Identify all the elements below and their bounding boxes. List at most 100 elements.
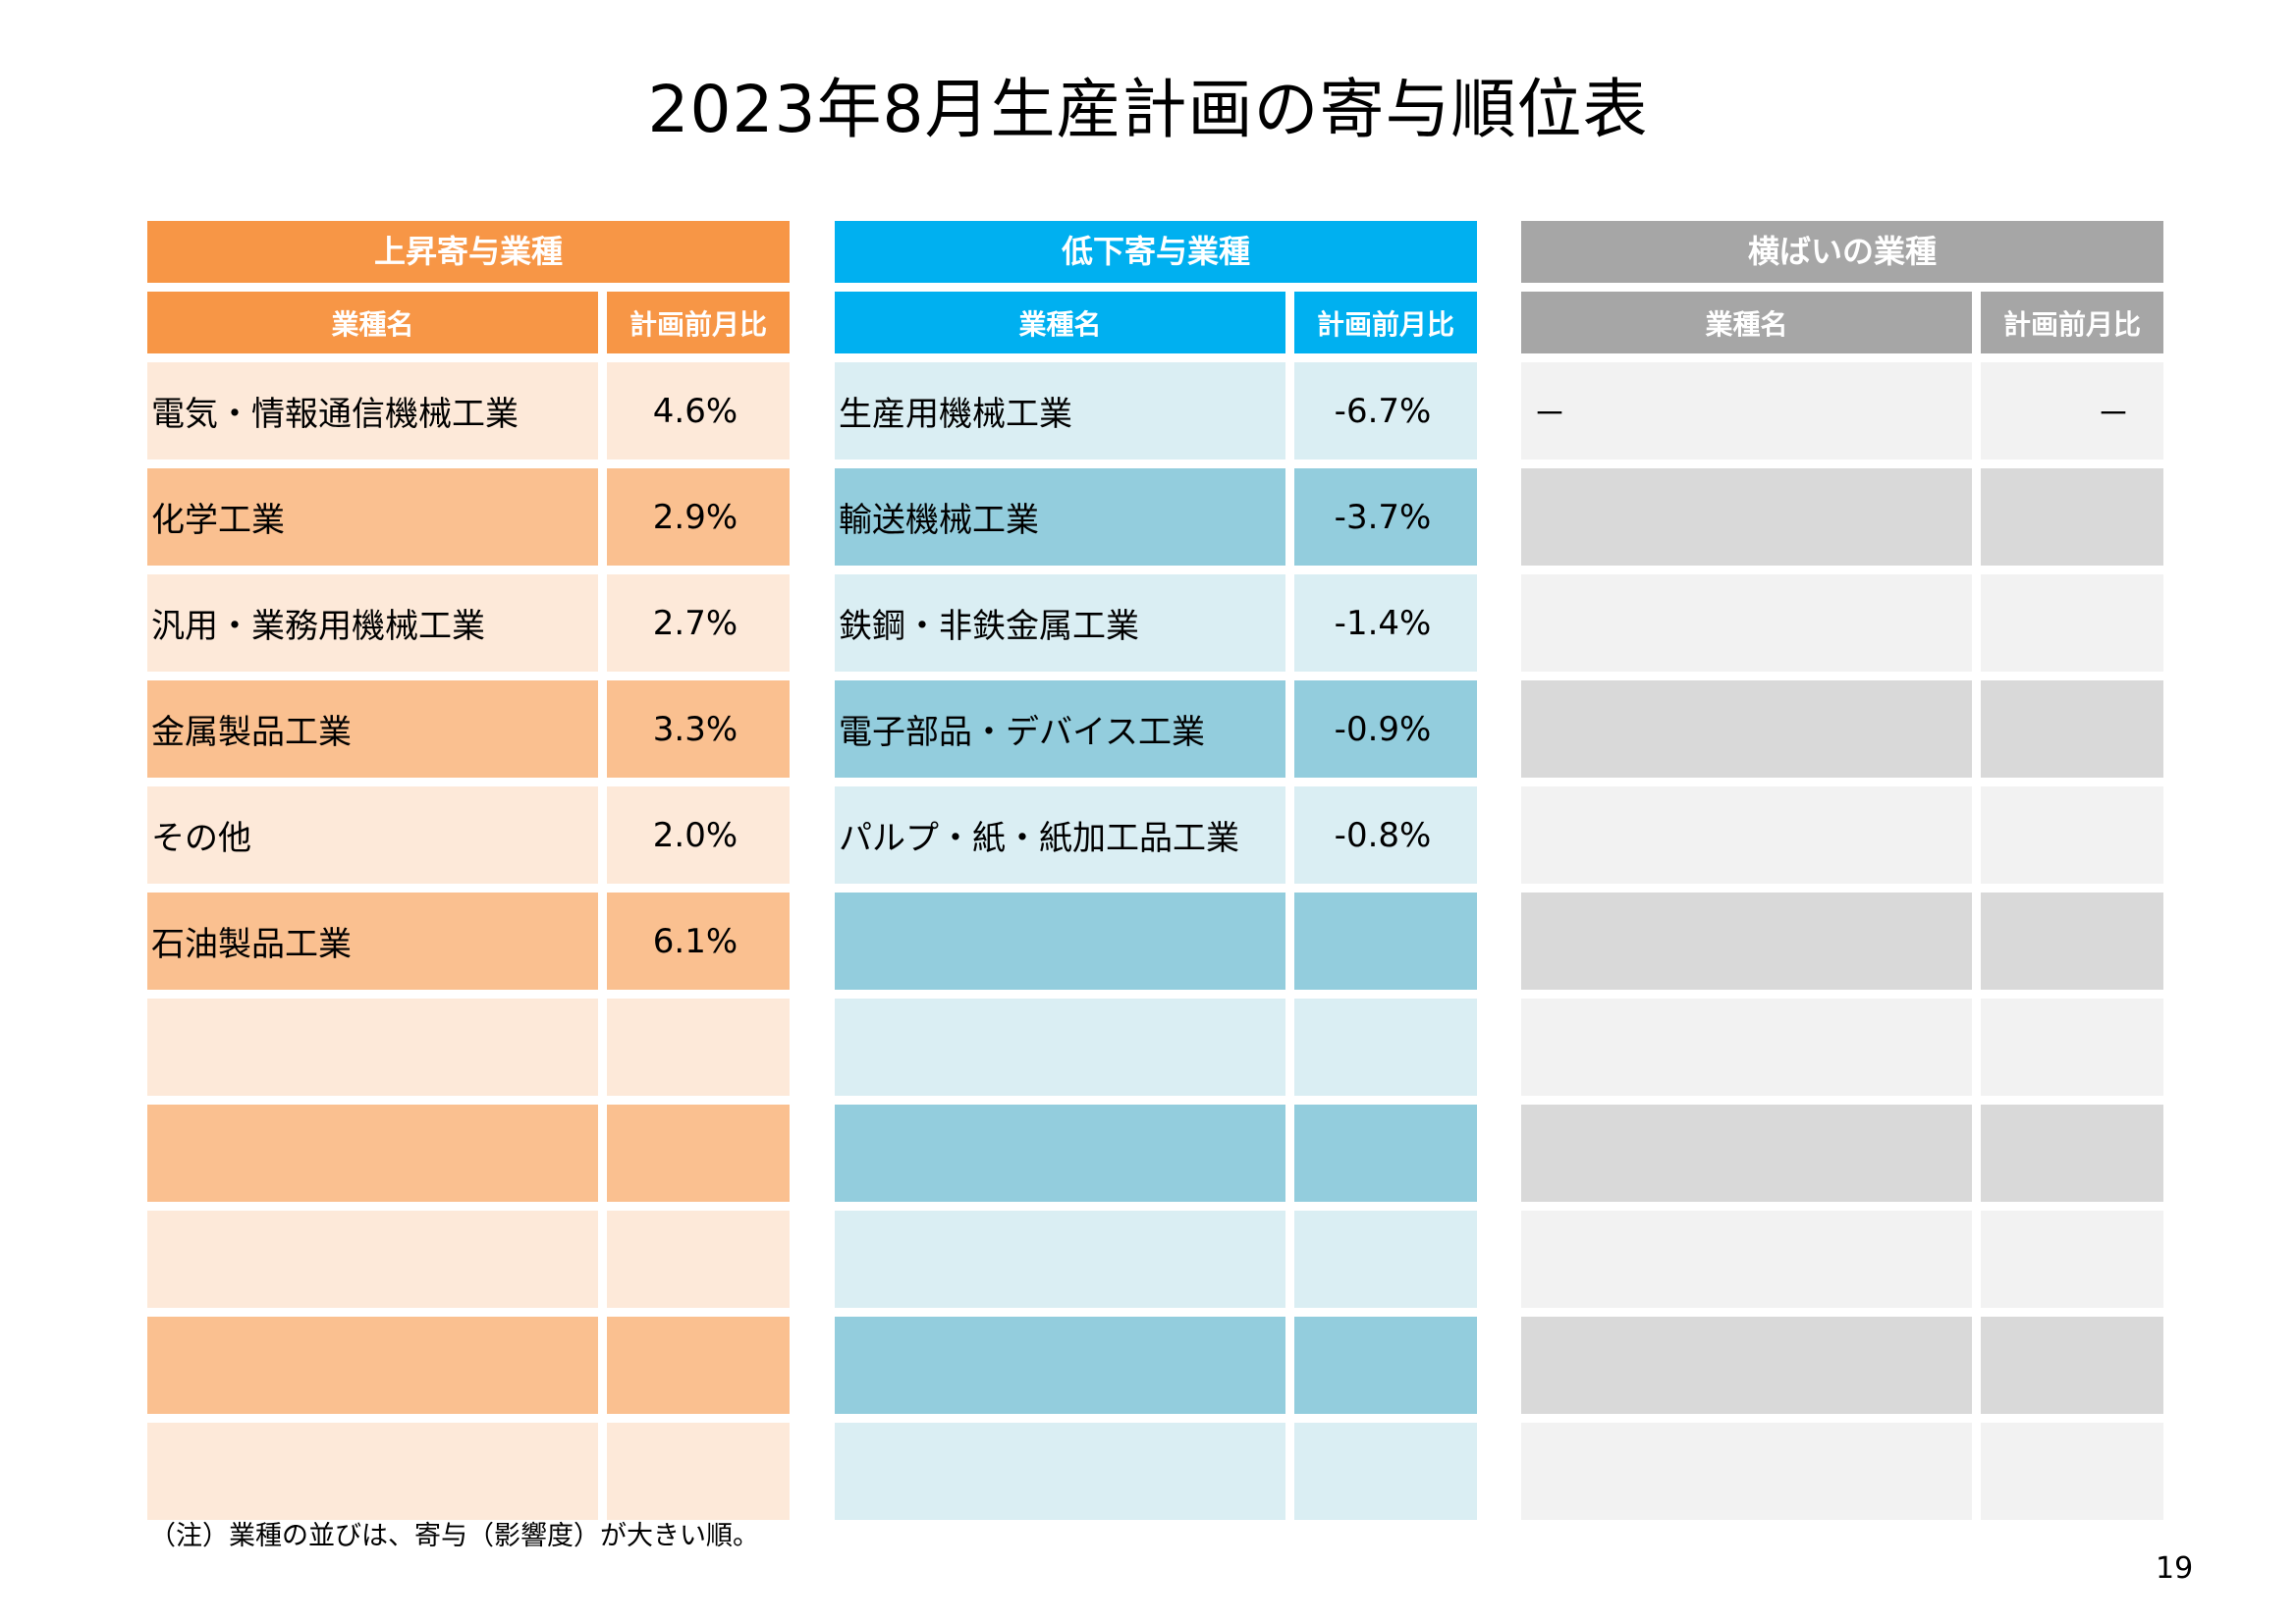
plan-mom-cell: 6.1%: [607, 893, 790, 990]
column-header-industry-name: 業種名: [835, 292, 1285, 353]
table-row: [835, 1211, 1477, 1308]
table-row: [1521, 1317, 2163, 1414]
plan-mom-cell: [1294, 999, 1477, 1096]
table-row: その他 2.0%: [147, 786, 790, 884]
flat-table-header: 横ばいの業種: [1521, 221, 2163, 283]
plan-mom-cell: 3.3%: [607, 680, 790, 778]
plan-mom-cell: [1981, 680, 2163, 778]
column-header-plan-mom: 計画前月比: [1981, 292, 2163, 353]
industry-name-cell: [835, 1105, 1285, 1202]
table-row: [835, 999, 1477, 1096]
industry-name-cell: －: [1521, 362, 1972, 460]
declining-table-header: 低下寄与業種: [835, 221, 1477, 283]
industry-name-cell: [1521, 468, 1972, 566]
table-row: 電子部品・デバイス工業 -0.9%: [835, 680, 1477, 778]
table-row: [1521, 1423, 2163, 1520]
industry-name-cell: [147, 1105, 598, 1202]
industry-name-cell: 電気・情報通信機械工業: [147, 362, 598, 460]
industry-name-cell: [1521, 1423, 1972, 1520]
plan-mom-cell: [1981, 574, 2163, 672]
plan-mom-cell: [1981, 1211, 2163, 1308]
industry-name-cell: その他: [147, 786, 598, 884]
industry-name-cell: [835, 999, 1285, 1096]
plan-mom-cell: [607, 1423, 790, 1520]
plan-mom-cell: 2.7%: [607, 574, 790, 672]
table-row: [147, 999, 790, 1096]
rising-column-header-row: 業種名 計画前月比: [147, 292, 790, 353]
rising-industries-table: 上昇寄与業種 業種名 計画前月比 電気・情報通信機械工業 4.6% 化学工業 2.9%…: [147, 221, 790, 1520]
table-row: [835, 893, 1477, 990]
industry-name-cell: 金属製品工業: [147, 680, 598, 778]
table-row: 輸送機械工業 -3.7%: [835, 468, 1477, 566]
plan-mom-cell: -3.7%: [1294, 468, 1477, 566]
industry-name-cell: 輸送機械工業: [835, 468, 1285, 566]
plan-mom-cell: 2.0%: [607, 786, 790, 884]
industry-name-cell: [835, 1423, 1285, 1520]
industry-name-cell: [835, 1211, 1285, 1308]
table-row: －－: [1521, 362, 2163, 460]
plan-mom-cell: 2.9%: [607, 468, 790, 566]
industry-name-cell: [1521, 1317, 1972, 1414]
table-row: 汎用・業務用機械工業 2.7%: [147, 574, 790, 672]
table-row: [147, 1211, 790, 1308]
plan-mom-cell: [607, 1105, 790, 1202]
industry-name-cell: 石油製品工業: [147, 893, 598, 990]
plan-mom-cell: [607, 1317, 790, 1414]
table-row: 電気・情報通信機械工業 4.6%: [147, 362, 790, 460]
column-header-industry-name: 業種名: [1521, 292, 1972, 353]
table-row: [1521, 1105, 2163, 1202]
industry-name-cell: [147, 1211, 598, 1308]
table-row: [835, 1105, 1477, 1202]
declining-column-header-row: 業種名 計画前月比: [835, 292, 1477, 353]
plan-mom-cell: [1294, 1105, 1477, 1202]
flat-rows: －－: [1521, 362, 2163, 1520]
plan-mom-cell: -1.4%: [1294, 574, 1477, 672]
plan-mom-cell: 4.6%: [607, 362, 790, 460]
plan-mom-cell: [1981, 1317, 2163, 1414]
table-row: 鉄鋼・非鉄金属工業 -1.4%: [835, 574, 1477, 672]
plan-mom-cell: [1981, 1105, 2163, 1202]
table-row: [147, 1423, 790, 1520]
column-header-industry-name: 業種名: [147, 292, 598, 353]
rising-table-header: 上昇寄与業種: [147, 221, 790, 283]
table-row: [1521, 999, 2163, 1096]
industry-name-cell: [1521, 999, 1972, 1096]
declining-industries-table: 低下寄与業種 業種名 計画前月比 生産用機械工業 -6.7% 輸送機械工業 -3.7%…: [835, 221, 1477, 1520]
industry-name-cell: [1521, 574, 1972, 672]
industry-name-cell: パルプ・紙・紙加工品工業: [835, 786, 1285, 884]
plan-mom-cell: －: [1981, 362, 2163, 460]
plan-mom-cell: [1981, 468, 2163, 566]
plan-mom-cell: [607, 1211, 790, 1308]
table-row: [835, 1423, 1477, 1520]
industry-name-cell: [1521, 893, 1972, 990]
industry-name-cell: [147, 1423, 598, 1520]
plan-mom-cell: -6.7%: [1294, 362, 1477, 460]
page-number: 19: [2156, 1551, 2194, 1586]
table-row: パルプ・紙・紙加工品工業 -0.8%: [835, 786, 1477, 884]
plan-mom-cell: [1981, 999, 2163, 1096]
plan-mom-cell: [1981, 786, 2163, 884]
table-row: 生産用機械工業 -6.7%: [835, 362, 1477, 460]
industry-name-cell: 電子部品・デバイス工業: [835, 680, 1285, 778]
column-header-plan-mom: 計画前月比: [607, 292, 790, 353]
table-row: [147, 1105, 790, 1202]
plan-mom-cell: [1294, 1423, 1477, 1520]
footnote: （注）業種の並びは、寄与（影響度）が大きい順。: [149, 1521, 759, 1551]
industry-name-cell: 化学工業: [147, 468, 598, 566]
table-row: [835, 1317, 1477, 1414]
table-row: [1521, 786, 2163, 884]
plan-mom-cell: -0.9%: [1294, 680, 1477, 778]
table-row: [1521, 680, 2163, 778]
industry-name-cell: [1521, 1211, 1972, 1308]
table-row: [1521, 468, 2163, 566]
industry-name-cell: [835, 1317, 1285, 1414]
industry-name-cell: [1521, 1105, 1972, 1202]
industry-name-cell: [1521, 680, 1972, 778]
table-row: [1521, 1211, 2163, 1308]
flat-industries-table: 横ばいの業種 業種名 計画前月比 －－: [1521, 221, 2163, 1520]
table-row: 金属製品工業 3.3%: [147, 680, 790, 778]
plan-mom-cell: [1294, 1317, 1477, 1414]
plan-mom-cell: [1294, 893, 1477, 990]
table-row: 石油製品工業 6.1%: [147, 893, 790, 990]
industry-name-cell: [147, 999, 598, 1096]
